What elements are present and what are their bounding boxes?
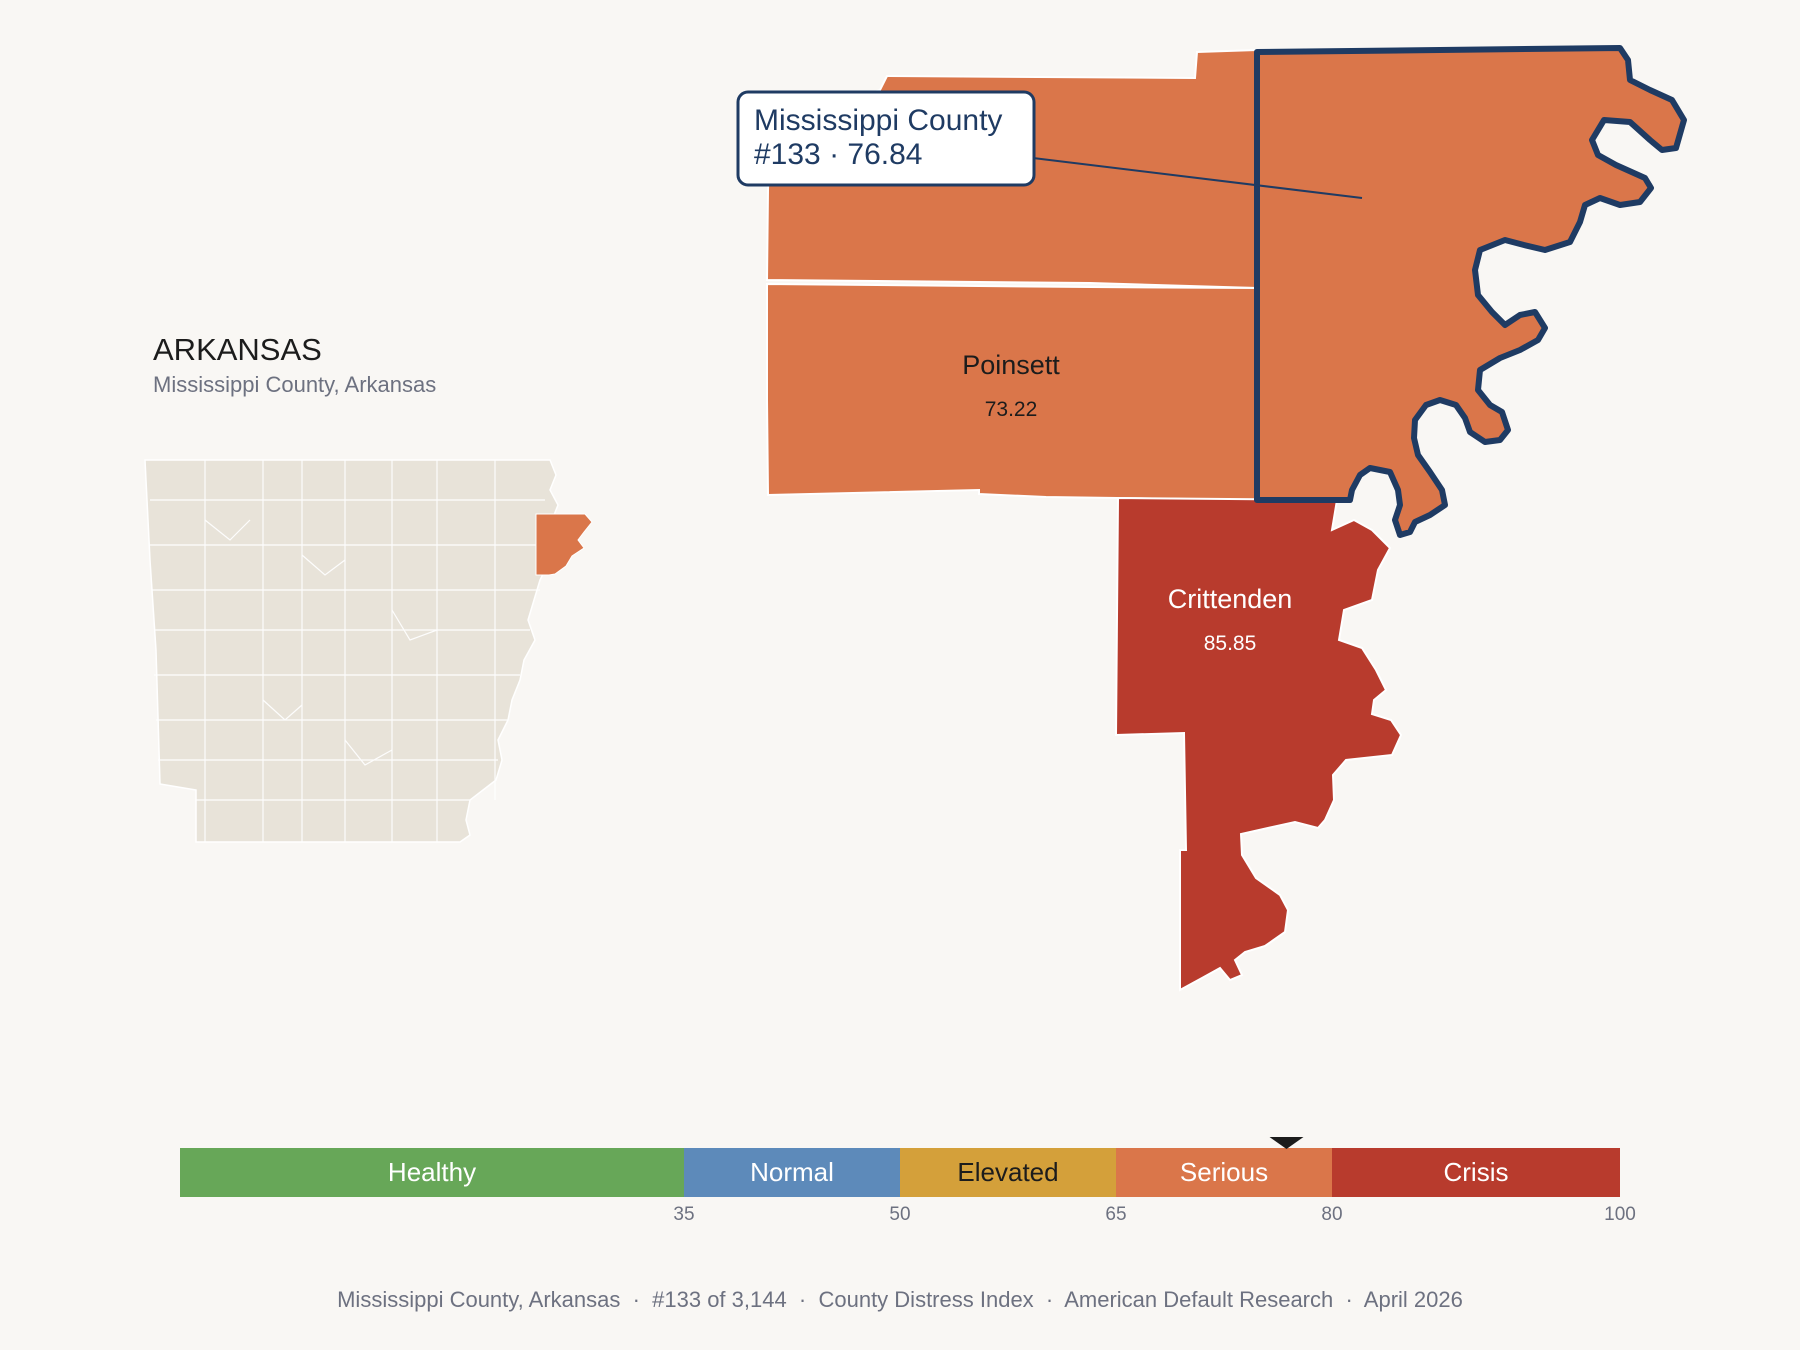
distress-scale: Healthy Normal Elevated Serious Crisis 35 50 65…	[180, 1137, 1636, 1225]
county-value-crittenden: 85.85	[1204, 632, 1257, 655]
inset-county-lines	[150, 460, 545, 842]
scale-tick-50: 50	[889, 1204, 910, 1225]
county-mississippi[interactable]	[1254, 45, 1687, 538]
scale-segment-elevated	[900, 1148, 1116, 1197]
callout-leader-line	[1032, 157, 1363, 199]
scale-label-healthy: Healthy	[388, 1157, 476, 1187]
callout-rank-score: #133 · 76.84	[754, 138, 922, 171]
state-title: ARKANSAS	[153, 332, 322, 367]
callout-box	[736, 90, 1036, 187]
inset-highlighted-county	[535, 513, 593, 576]
state-subtitle: Mississippi County, Arkansas	[153, 372, 436, 397]
scale-segment-serious	[1116, 1148, 1332, 1197]
county-crittenden[interactable]	[1114, 496, 1403, 992]
county-poinsett[interactable]	[766, 282, 1258, 502]
county-label-crittenden: Crittenden	[1168, 584, 1293, 614]
scale-segment-healthy	[180, 1148, 684, 1197]
state-inset-map	[144, 459, 593, 843]
county-label-poinsett: Poinsett	[962, 350, 1060, 380]
county-callout: Mississippi County #133 · 76.84	[736, 90, 1363, 199]
footer-credits: Mississippi County, Arkansas · #133 of 3…	[337, 1287, 1463, 1312]
scale-segment-crisis	[1332, 1148, 1620, 1197]
scale-label-normal: Normal	[750, 1157, 834, 1187]
scale-tick-65: 65	[1105, 1204, 1126, 1225]
callout-title: Mississippi County	[754, 104, 1002, 137]
scale-label-serious: Serious	[1180, 1157, 1268, 1187]
scale-label-crisis: Crisis	[1444, 1157, 1509, 1187]
county-map	[765, 45, 1687, 992]
scale-label-elevated: Elevated	[957, 1157, 1058, 1187]
scale-segment-normal	[684, 1148, 900, 1197]
scale-marker	[1269, 1137, 1304, 1149]
scale-tick-80: 80	[1321, 1204, 1342, 1225]
scale-tick-100: 100	[1604, 1204, 1636, 1225]
arkansas-outline	[144, 459, 559, 843]
county-value-poinsett: 73.22	[985, 398, 1038, 421]
scale-tick-35: 35	[673, 1204, 694, 1225]
